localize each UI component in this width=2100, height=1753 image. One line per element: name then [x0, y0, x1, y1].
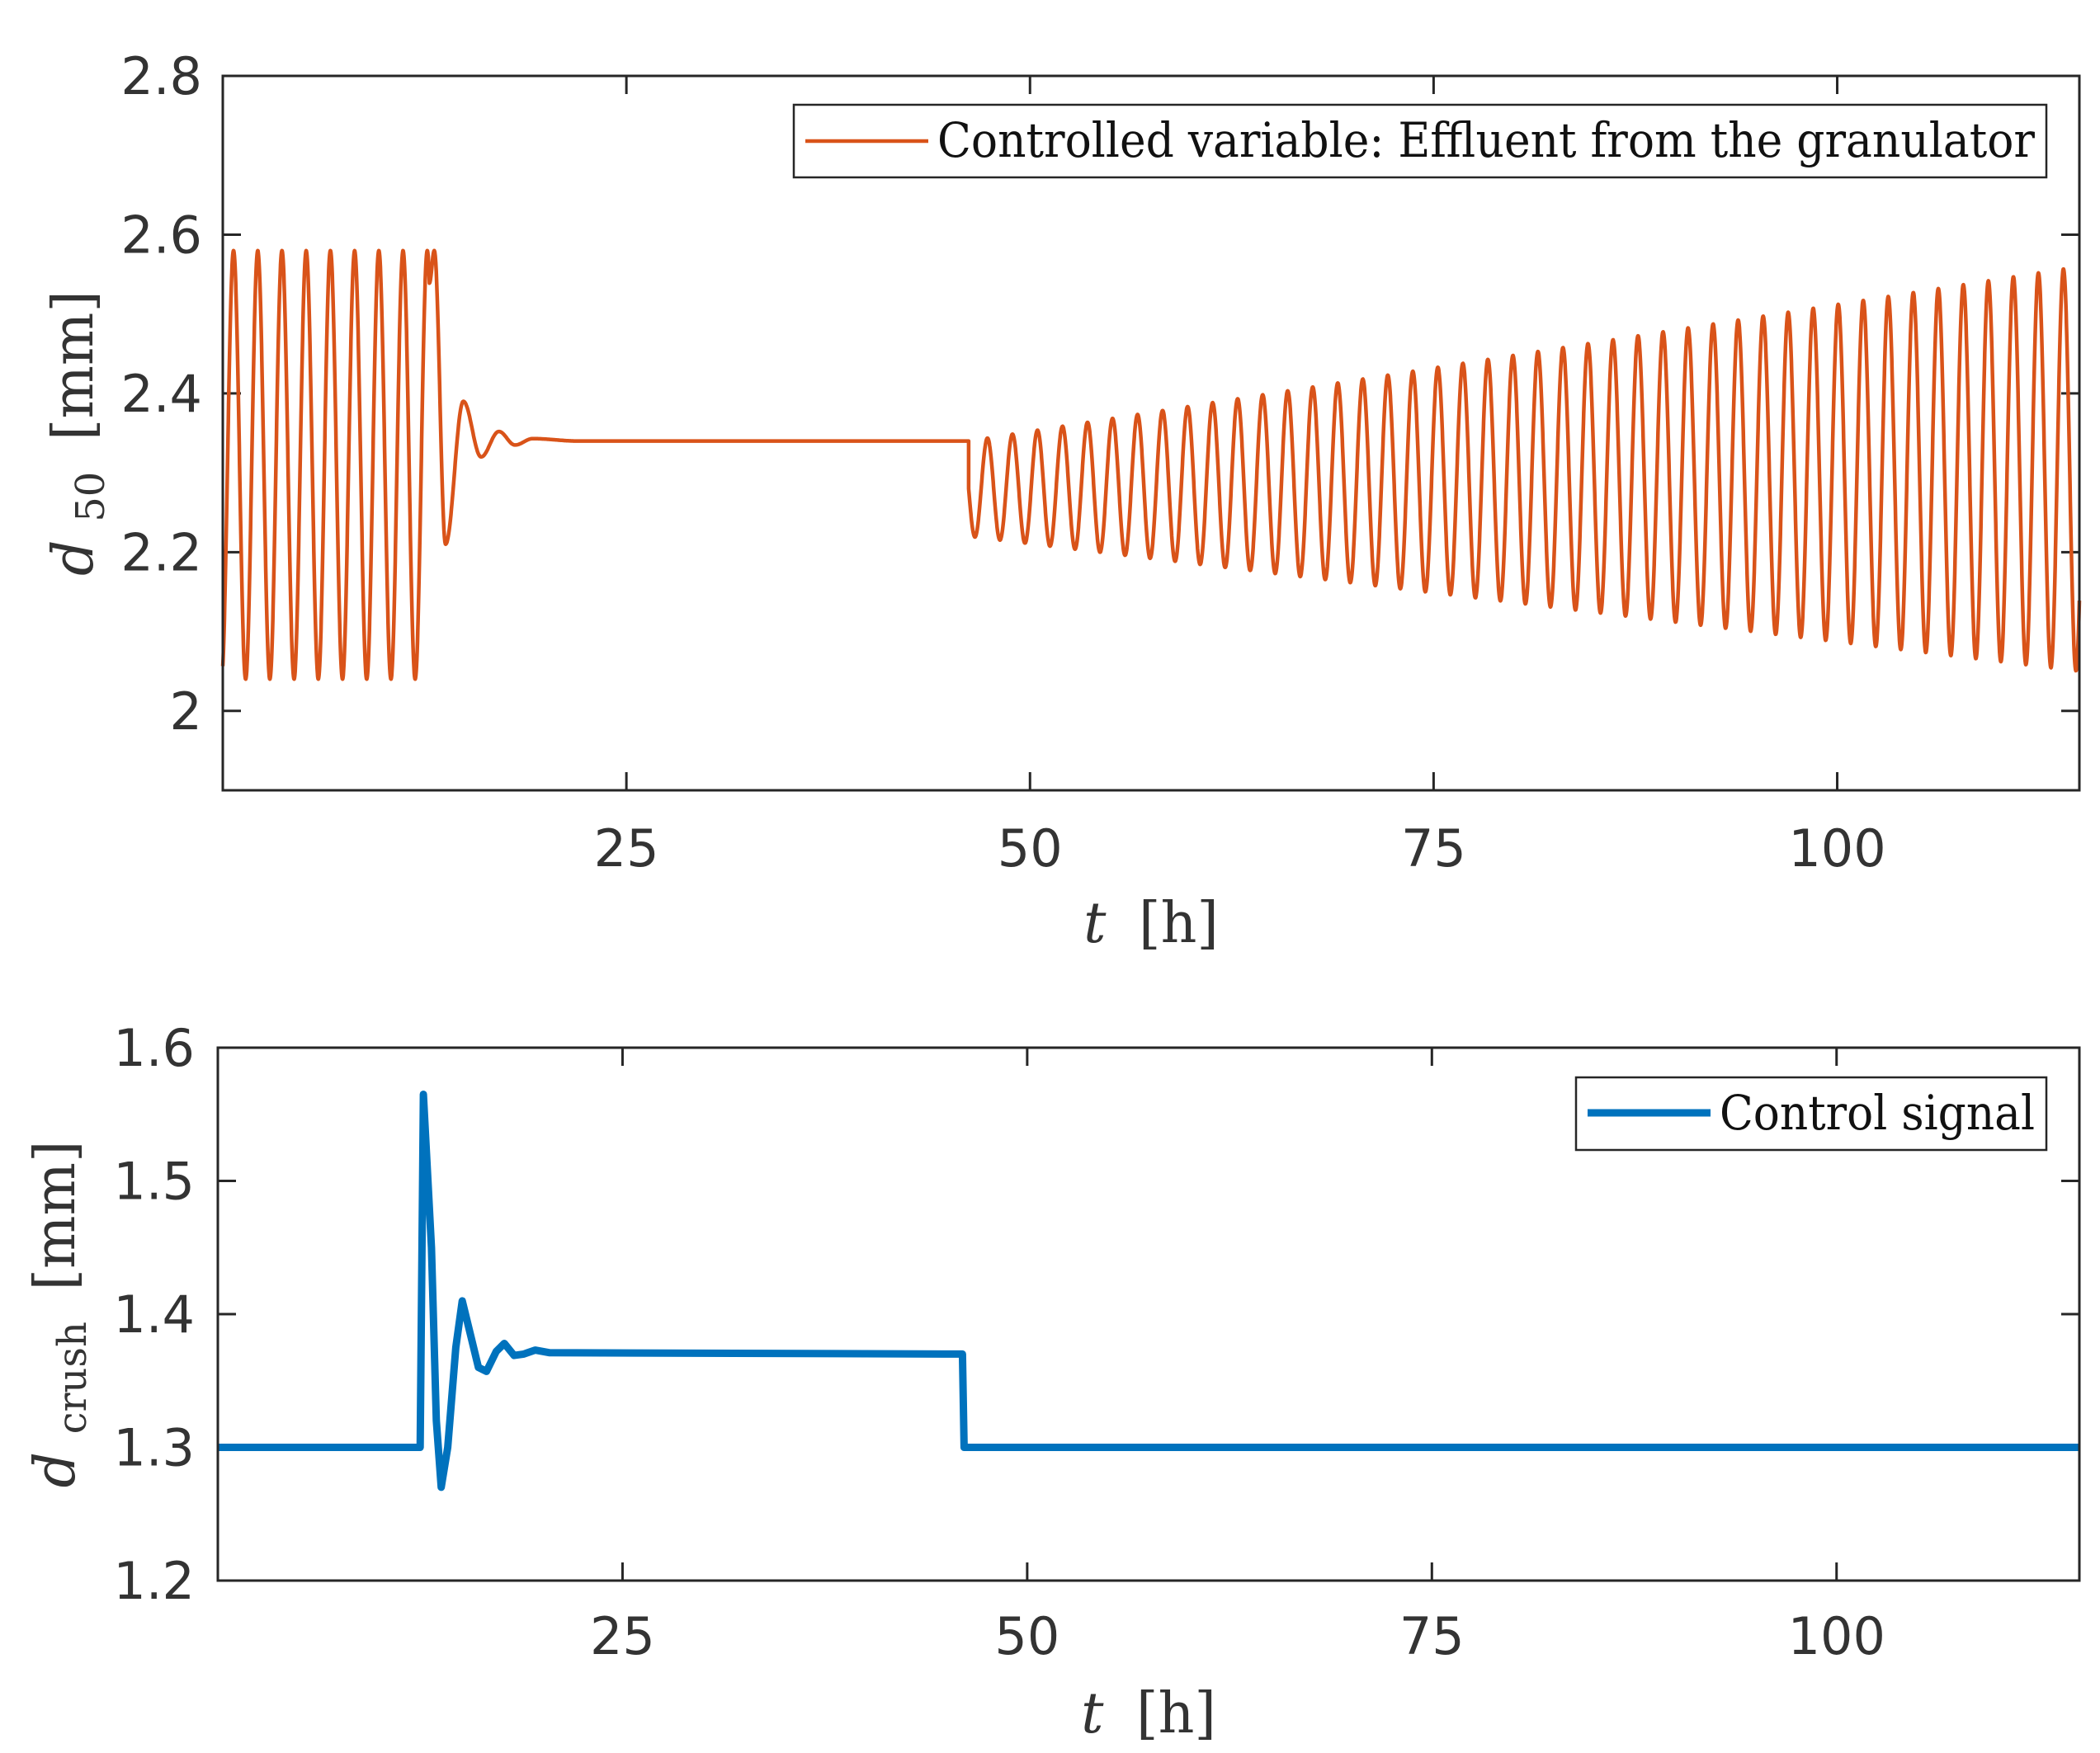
- x-tick-label: 25: [590, 1606, 655, 1666]
- bottom-x-ticks: 25 50 75 100: [590, 1048, 1885, 1666]
- y-tick-label: 2.2: [120, 522, 202, 582]
- x-tick-label: 50: [998, 818, 1063, 879]
- bottom-x-unit: [h]: [1136, 1681, 1216, 1746]
- x-tick-label: 25: [594, 818, 659, 879]
- top-chart: 25 50 75 100 2 2.2 2.4 2.6 2.8 Controlled varia…: [41, 46, 2082, 956]
- bottom-chart: 25 50 75 100 1.2 1.3 1.4 1.5 1.6 Control signal…: [23, 1018, 2081, 1746]
- top-legend-box: [792, 103, 2048, 179]
- top-y-ticks: 2 2.2 2.4 2.6 2.8: [120, 46, 2079, 742]
- top-legend: Controlled variable: Effluent from the g…: [792, 103, 2048, 179]
- bottom-y-unit: [mm]: [23, 1140, 88, 1290]
- top-y-unit: [mm]: [41, 290, 106, 441]
- top-series-line: [220, 248, 2082, 681]
- top-x-var: t: [1083, 891, 1107, 956]
- top-x-ticks: 25 50 75 100: [594, 76, 1886, 879]
- bottom-y-var: d: [23, 1452, 88, 1488]
- y-tick-label: 1.5: [113, 1152, 195, 1212]
- x-tick-label: 50: [994, 1606, 1059, 1666]
- y-tick-label: 1.6: [113, 1018, 195, 1078]
- x-tick-label: 100: [1788, 1606, 1885, 1666]
- top-legend-label: Controlled variable: Effluent from the g…: [937, 112, 2035, 168]
- top-x-unit: [h]: [1139, 891, 1219, 956]
- y-tick-label: 2: [170, 681, 202, 742]
- bottom-y-sub: crush: [50, 1322, 96, 1434]
- top-plot-frame: [221, 74, 2081, 792]
- top-y-sub: 50: [68, 472, 114, 522]
- x-tick-label: 100: [1788, 818, 1885, 879]
- top-x-axis-label: t [h]: [1083, 891, 1219, 956]
- bottom-legend: Control signal: [1574, 1076, 2048, 1152]
- y-tick-label: 2.4: [120, 364, 202, 424]
- x-tick-label: 75: [1399, 1606, 1465, 1666]
- y-tick-label: 1.4: [113, 1284, 195, 1345]
- bottom-plot-frame: [216, 1046, 2081, 1582]
- bottom-y-ticks: 1.2 1.3 1.4 1.5 1.6: [113, 1018, 2079, 1611]
- bottom-x-var: t: [1081, 1681, 1104, 1746]
- y-tick-label: 1.3: [113, 1418, 195, 1478]
- top-y-axis-label: d 50 [mm]: [41, 290, 118, 576]
- bottom-series-line: [218, 1091, 2079, 1491]
- bottom-y-axis-label: d crush [mm]: [23, 1140, 100, 1487]
- x-tick-label: 75: [1401, 818, 1466, 879]
- top-y-var: d: [41, 540, 106, 576]
- y-tick-label: 2.6: [120, 205, 202, 265]
- y-tick-label: 2.8: [120, 46, 202, 106]
- y-tick-label: 1.2: [113, 1551, 195, 1611]
- bottom-legend-label: Control signal: [1720, 1085, 2035, 1141]
- bottom-x-axis-label: t [h]: [1081, 1681, 1216, 1746]
